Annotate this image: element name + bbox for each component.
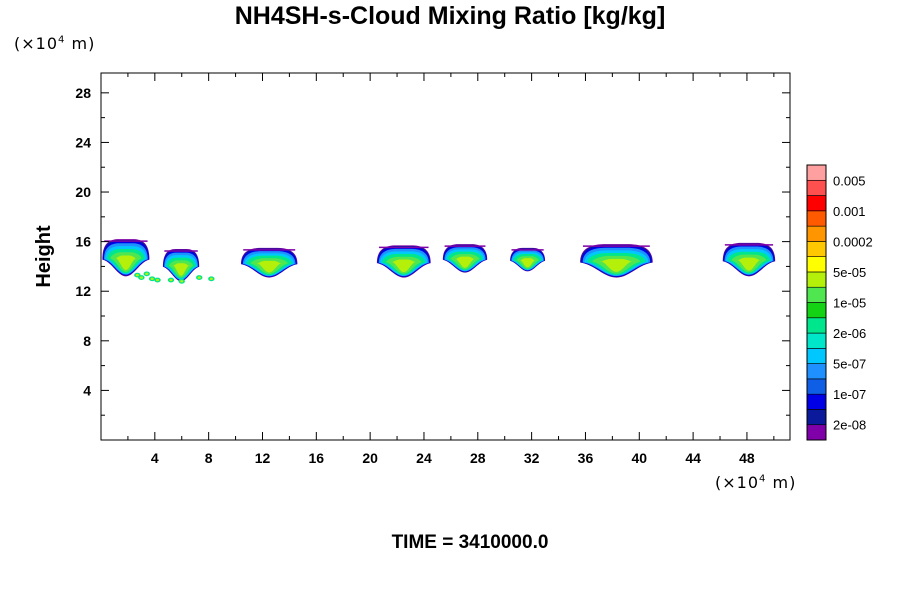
colorbar-swatch [806, 225, 827, 242]
cloud [376, 245, 431, 278]
plot-frame [100, 72, 791, 441]
y-axis-unit: (×104 m) [14, 34, 96, 53]
y-tick-label: 20 [75, 184, 91, 200]
cloud-speck-core [197, 276, 201, 279]
cloud-speck-core [169, 278, 173, 282]
colorbar-swatch [806, 348, 827, 364]
y-tick-label: 4 [83, 382, 91, 398]
cloud-speck-core [209, 277, 213, 281]
cloud [162, 249, 200, 282]
y-tick-label: 8 [83, 333, 91, 349]
colorbar-swatch [806, 378, 827, 395]
chart-title: NH4SH-s-Cloud Mixing Ratio [kg/kg] [234, 2, 666, 30]
cloud-contour [391, 259, 416, 273]
y-tick-label: 28 [75, 85, 91, 101]
colorbar-swatch [806, 332, 827, 349]
colorbar-swatch [806, 210, 827, 227]
colorbar-swatch [806, 393, 827, 410]
x-tick-label: 16 [309, 450, 325, 466]
cloud-contour [600, 258, 633, 272]
colorbar-label: 2e-08 [833, 418, 866, 433]
colorbar-frame [806, 164, 827, 441]
cloud-speck-core [135, 273, 139, 277]
colorbar-label: 0.005 [833, 173, 866, 188]
colorbar-swatch [806, 271, 827, 288]
x-tick-label: 44 [685, 450, 701, 466]
colorbar-label: 0.001 [833, 204, 866, 219]
colorbar-label: 5e-07 [833, 357, 866, 372]
colorbar-swatch [806, 424, 827, 441]
colorbar-swatch [806, 409, 827, 426]
colorbar-swatch [806, 164, 827, 181]
cloud [240, 247, 298, 278]
colorbar-label: 2e-06 [833, 326, 866, 341]
x-tick-label: 48 [739, 450, 755, 466]
cloud [102, 239, 150, 277]
colorbar-swatch [806, 179, 827, 196]
x-tick-label: 40 [631, 450, 647, 466]
cloud-speck-core [145, 272, 149, 276]
x-tick-label: 24 [416, 450, 432, 466]
colorbar-swatch [806, 363, 827, 380]
colorbar-swatch [806, 317, 827, 334]
y-tick-label: 24 [75, 134, 91, 150]
x-axis-unit: (×104 m) [715, 473, 797, 492]
cloud-speck-core [155, 278, 160, 282]
colorbar-label: 1e-07 [833, 387, 866, 402]
cloud-speck-core [139, 276, 143, 279]
colorbar-swatch [806, 302, 827, 319]
cloud-contour [519, 258, 536, 268]
cloud-contour [737, 257, 761, 271]
colorbar: 2e-08 1e-07 5e-07 2e-06 1e-05 5e-05 0.0002 0.00… [806, 164, 873, 441]
colorbar-label: 0.0002 [833, 234, 873, 249]
colorbar-label: 5e-05 [833, 265, 866, 280]
y-tick-label: 16 [75, 234, 91, 250]
x-tick-label: 8 [205, 450, 213, 466]
colorbar-swatch [806, 286, 827, 303]
cloud-contour [115, 255, 137, 270]
time-label: TIME = 3410000.0 [391, 532, 549, 553]
x-tick-label: 36 [578, 450, 594, 466]
cloud-contour [173, 263, 190, 276]
cloud [442, 244, 488, 273]
colorbar-swatch [806, 256, 827, 273]
colorbar-label: 1e-05 [833, 296, 866, 311]
x-tick-label: 32 [524, 450, 540, 466]
cloud-contour [455, 256, 475, 268]
y-axis-label: Height [33, 225, 55, 288]
cloud [510, 247, 546, 272]
x-tick-label: 28 [470, 450, 486, 466]
plot-area [102, 239, 776, 284]
x-tick-label: 12 [255, 450, 271, 466]
cloud [722, 242, 776, 277]
cloud-speck-core [180, 280, 184, 283]
colorbar-swatch [806, 241, 827, 257]
plot-content [102, 239, 776, 284]
colorbar-swatch [806, 195, 827, 212]
x-tick-label: 20 [362, 450, 378, 466]
y-tick-label: 12 [75, 283, 91, 299]
cloud-speck-core [150, 277, 154, 281]
x-tick-label: 4 [151, 450, 159, 466]
cloud-contour [256, 260, 282, 273]
cloud [580, 244, 653, 278]
